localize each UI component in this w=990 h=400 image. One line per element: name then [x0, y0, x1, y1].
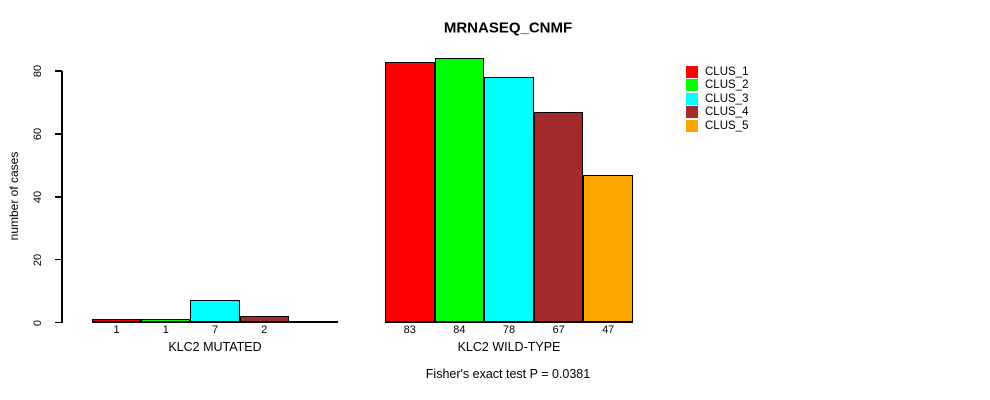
legend-item-label: CLUS_5	[705, 119, 749, 132]
legend-item-label: CLUS_3	[705, 92, 749, 105]
legend-swatch-icon	[686, 66, 698, 78]
y-axis-tick-mark	[55, 70, 62, 72]
bar-clus_3-mutated	[190, 300, 240, 323]
x-axis-group-label: KLC2 WILD-TYPE	[457, 339, 561, 354]
legend-swatch-icon	[686, 106, 698, 119]
bar-value-label: 83	[403, 324, 416, 336]
legend-item-label: CLUS_1	[705, 66, 749, 78]
y-axis-label: number of cases	[7, 151, 21, 241]
bar-value-label: 1	[162, 324, 169, 336]
bar-clus_3-wild-type	[484, 77, 534, 323]
legend-swatch-icon	[686, 92, 698, 105]
bar-value-label: 7	[211, 324, 219, 336]
bar-value-label: 78	[502, 324, 516, 336]
bar-clus_5-wild-type	[583, 174, 633, 323]
y-axis-tick-mark	[55, 258, 62, 261]
legend-item-clus_4: CLUS_4	[686, 106, 748, 119]
bar-clus_4-wild-type	[533, 111, 584, 323]
x-axis-group-label: KLC2 MUTATED	[168, 339, 262, 354]
y-axis-tick-label: 80	[32, 64, 44, 78]
legend-swatch-icon	[686, 119, 698, 132]
y-axis-tick-mark	[55, 196, 62, 198]
y-axis-tick-mark	[55, 133, 62, 135]
legend-item-clus_2: CLUS_2	[686, 79, 748, 92]
legend-item-clus_5: CLUS_5	[686, 119, 748, 132]
chart-title: MRNASEQ_CNMF	[443, 19, 573, 37]
bar-value-label: 2	[261, 324, 268, 336]
bar-clus_4-mutated	[239, 316, 289, 323]
legend-item-clus_1: CLUS_1	[686, 66, 748, 79]
bar-value-label: 47	[602, 324, 615, 336]
bar-value-label: 1	[113, 324, 120, 336]
y-axis-tick-label: 40	[32, 190, 44, 203]
bar-value-label: 84	[453, 324, 466, 336]
legend-item-clus_3: CLUS_3	[686, 92, 748, 105]
y-axis-tick-mark	[55, 321, 62, 324]
y-axis-tick-label: 60	[32, 127, 44, 140]
bar-clus_1-mutated	[92, 319, 142, 323]
fisher-test-annotation: Fisher's exact test P = 0.0381	[425, 367, 591, 381]
bar-value-label: 67	[552, 324, 565, 336]
legend-item-label: CLUS_2	[705, 79, 749, 92]
bar-clus_2-mutated	[141, 319, 191, 323]
bar-clus_1-wild-type	[385, 61, 435, 323]
legend-item-label: CLUS_4	[705, 106, 749, 119]
y-axis-tick-label: 20	[32, 253, 44, 266]
bar-clus_2-wild-type	[434, 58, 485, 323]
legend-swatch-icon	[686, 79, 698, 92]
y-axis-tick-label: 0	[32, 319, 44, 326]
